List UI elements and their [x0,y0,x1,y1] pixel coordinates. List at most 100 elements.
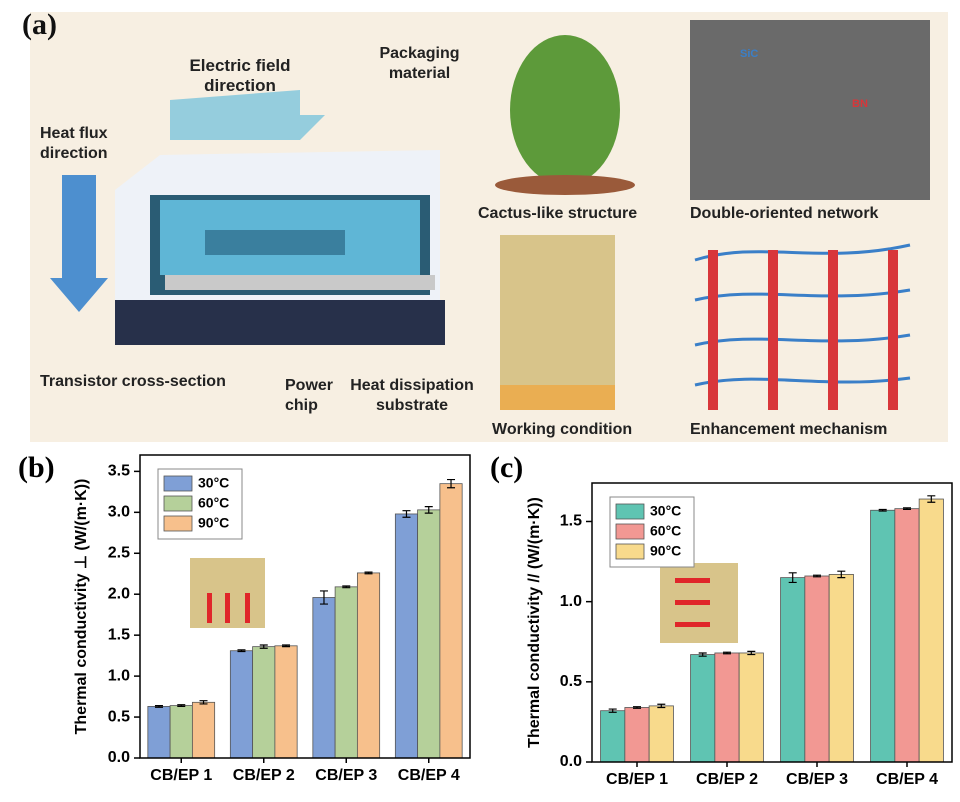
panel-label: (a) [22,8,57,41]
error-bar [342,585,351,589]
bar [439,483,463,759]
error-bar [447,478,456,489]
label: Transistor cross-section [40,373,226,390]
error-bar [878,508,887,512]
cactus [510,35,620,185]
panel-label: (b) [18,451,55,484]
legend-swatch [163,475,193,492]
legend-label: 30°C [198,475,229,491]
plot-frame [591,482,953,763]
y-tick-label: 0.5 [560,673,582,690]
bar [312,597,336,759]
y-tick-label: 1.0 [560,593,582,610]
sem-image [690,20,930,200]
y-tick-label: 1.5 [108,626,130,643]
inset [190,558,265,628]
legend-label: 60°C [198,495,229,511]
error-bar [927,495,936,503]
bar [714,652,740,763]
field-arrow [170,90,325,140]
legend-label: 30°C [650,503,681,519]
plot-frame [139,454,471,759]
label: Cactus-like structure [478,205,638,222]
bar [624,707,650,763]
error-bar [424,505,433,514]
label: Working condition [492,421,633,438]
error-bar [154,704,163,708]
error-bar [698,652,707,657]
x-tick-label: CB/EP 4 [876,771,938,788]
x-tick-label: CB/EP 3 [786,771,848,788]
chip [205,230,345,255]
label: Heat dissipation substrate [350,377,474,414]
x-tick-label: CB/EP 4 [398,767,460,784]
bar [356,572,381,759]
legend-swatch [615,543,645,560]
legend-label: 90°C [650,543,681,559]
y-axis-label: Thermal conductivity // (W/(m·K)) [526,497,543,748]
x-tick-label: CB/EP 1 [606,771,668,788]
inset [660,563,738,643]
bar [894,508,920,763]
y-tick-label: 1.5 [560,513,582,530]
legend-label: 90°C [198,515,229,531]
y-tick-label: 2.5 [108,544,130,561]
y-tick-label: 0.5 [108,708,130,725]
bar [417,509,441,759]
bar [191,701,216,759]
soil [495,175,635,195]
composite-cube [500,235,615,410]
error-bar [177,704,186,708]
label: Enhancement mechanism [690,421,888,438]
error-bar [259,644,268,649]
heat-paths [694,243,911,387]
bar [690,654,716,763]
bar [147,706,171,759]
bar [229,650,254,759]
error-bar [237,649,246,653]
y-tick-label: 2.0 [108,585,130,602]
error-bar [813,574,821,578]
legend-swatch [163,495,193,512]
x-tick-label: CB/EP 2 [233,767,295,784]
y-tick-label: 3.5 [108,463,130,480]
label: Heat flux direction [40,125,108,162]
flux-arrow [62,175,96,280]
error-bar [199,700,208,705]
error-bar [402,510,411,518]
error-bar [364,571,373,575]
bar [334,586,358,759]
error-bar [903,507,911,511]
y-tick-label: 3.0 [108,504,130,521]
legend-swatch [163,515,193,532]
chart: (c)Thermal conductivity // (W/(m·K)) 0.0 0… [490,451,953,788]
y-tick-label: 1.0 [108,667,130,684]
y-tick-label: 0.0 [560,753,582,770]
base [115,300,445,345]
error-bar [608,708,617,713]
error-bar [282,644,291,648]
error-bar [837,570,846,579]
bar [918,498,944,763]
error-bar [633,706,641,709]
error-bar [723,651,731,655]
error-bar [747,650,756,656]
label: Power chip [285,377,334,414]
legend-label: 60°C [650,523,681,539]
label: Double-oriented network [690,205,879,222]
flame [500,385,615,410]
bar [169,705,193,759]
bar [274,645,298,759]
bar [738,652,764,763]
y-tick-label: 0.0 [108,749,130,766]
chart: (b) Thermal conductivity ⊥ (W/(m·K)) 0.0 0.… [18,451,471,784]
bar [780,577,806,763]
x-tick-label: CB/EP 2 [696,771,758,788]
x-tick-label: CB/EP 3 [315,767,377,784]
legend-swatch [615,503,645,520]
x-tick-label: CB/EP 1 [150,767,212,784]
error-bar [657,703,666,709]
oriented-fillers [708,250,898,410]
bar [394,513,419,759]
